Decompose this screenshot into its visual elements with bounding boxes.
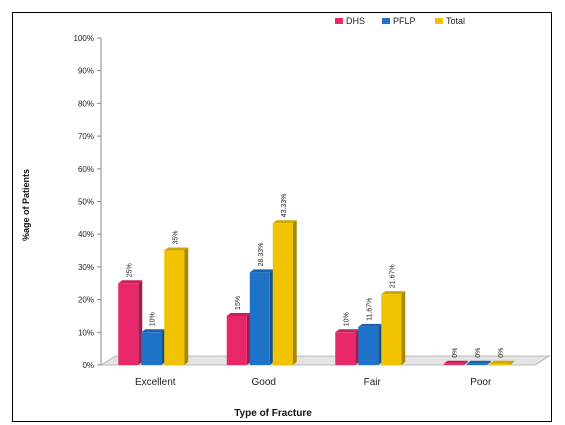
data-label: 0% — [498, 348, 505, 358]
x-tick-label: Good — [252, 377, 276, 388]
bars — [118, 220, 514, 365]
bar-top — [358, 323, 383, 327]
legend-label: PFLP — [393, 16, 416, 26]
bar-side — [509, 360, 514, 365]
bar-top — [164, 247, 189, 251]
x-axis-label: Type of Fracture — [234, 408, 312, 419]
bar-top — [335, 329, 360, 333]
data-label: 15% — [235, 296, 242, 310]
x-tick-label: Poor — [470, 377, 492, 388]
bar-dhs-good — [226, 312, 251, 365]
bar-front — [249, 272, 270, 365]
bar-top — [249, 269, 274, 273]
bar-top — [141, 329, 166, 333]
bar-total-fair — [381, 291, 406, 365]
bar-front — [118, 283, 139, 365]
legend-swatch — [382, 18, 390, 24]
bar-top — [272, 220, 297, 224]
bar-front — [358, 326, 379, 365]
bar-side — [292, 220, 297, 365]
bar-side — [463, 360, 468, 365]
legend: DHS PFLP Total — [335, 16, 465, 26]
bar-side — [486, 360, 491, 365]
data-label: 35% — [172, 231, 179, 245]
bar-top — [466, 360, 491, 364]
legend-item-total: Total — [435, 16, 465, 26]
bar-dhs-poor — [443, 360, 468, 365]
legend-swatch — [435, 18, 443, 24]
bar-chart: 0% 10% 20% 30% 40% 50% 60% 70% 80% 90% 100% Excelle… — [21, 16, 551, 419]
y-tick-label: 100% — [74, 34, 94, 43]
x-tick-label: Excellent — [135, 377, 176, 388]
y-tick-label: 30% — [78, 263, 94, 272]
chart-frame: 0% 10% 20% 30% 40% 50% 60% 70% 80% 90% 100% Excelle… — [12, 12, 552, 422]
y-tick-label: 50% — [78, 198, 94, 207]
y-tick-label: 80% — [78, 99, 94, 108]
y-tick-label: 70% — [78, 132, 94, 141]
y-tick-label: 60% — [78, 165, 94, 174]
bar-front — [272, 223, 293, 365]
x-tick-label: Fair — [364, 377, 382, 388]
bar-front — [226, 315, 247, 365]
data-label: 43.33% — [281, 194, 288, 218]
y-tick-label: 20% — [78, 296, 94, 305]
bar-pflp-excellent — [141, 329, 166, 365]
bar-front — [466, 363, 487, 365]
bar-pflp-fair — [358, 323, 383, 365]
bar-top — [381, 291, 406, 295]
bar-front — [489, 363, 510, 365]
bar-front — [381, 294, 402, 365]
bar-front — [164, 250, 185, 365]
data-label: 28.33% — [258, 243, 265, 267]
legend-item-pflp: PFLP — [382, 16, 416, 26]
y-axis-label: %age of Patients — [21, 169, 31, 241]
axes: 0% 10% 20% 30% 40% 50% 60% 70% 80% 90% 100% Excelle… — [74, 34, 551, 388]
data-label: 0% — [475, 348, 482, 358]
legend-swatch — [335, 18, 343, 24]
y-tick-label: 90% — [78, 67, 94, 76]
legend-label: Total — [446, 16, 465, 26]
data-label: 10% — [343, 312, 350, 326]
bar-pflp-good — [249, 269, 274, 365]
data-labels: 25% 10% 35% 15% 28.33% 43.33% 10% 11.67% 21.67% 0… — [126, 194, 505, 358]
bar-total-excellent — [164, 247, 189, 365]
bar-side — [184, 247, 189, 365]
y-tick-label: 0% — [82, 361, 94, 370]
bar-front — [443, 363, 464, 365]
data-label: 21.67% — [389, 264, 396, 288]
bar-top — [489, 360, 514, 364]
bar-total-good — [272, 220, 297, 365]
bar-total-poor — [489, 360, 514, 365]
bar-top — [118, 280, 143, 284]
data-label: 25% — [126, 263, 133, 277]
bar-pflp-poor — [466, 360, 491, 365]
bar-front — [141, 332, 162, 365]
data-label: 10% — [149, 312, 156, 326]
legend-item-dhs: DHS — [335, 16, 365, 26]
bar-dhs-excellent — [118, 280, 143, 365]
bar-top — [226, 312, 251, 316]
bar-dhs-fair — [335, 329, 360, 365]
y-tick-label: 10% — [78, 328, 94, 337]
data-label: 11.67% — [366, 298, 373, 321]
bar-side — [401, 291, 406, 365]
data-label: 0% — [452, 348, 459, 358]
legend-label: DHS — [346, 16, 365, 26]
y-tick-label: 40% — [78, 230, 94, 239]
bar-top — [443, 360, 468, 364]
bar-front — [335, 332, 356, 365]
